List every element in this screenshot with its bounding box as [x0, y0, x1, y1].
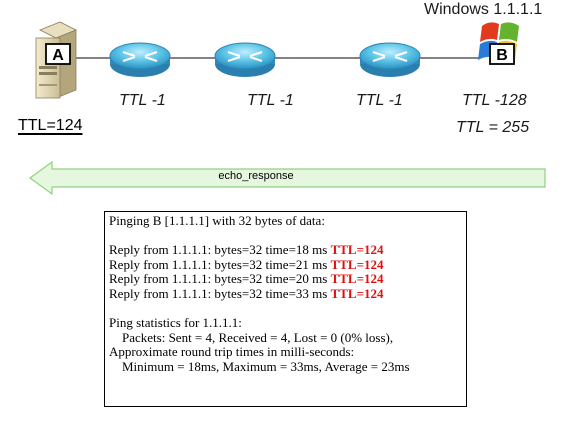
router-icon [359, 42, 421, 78]
ping-output-panel: Pinging B [1.1.1.1] with 32 bytes of dat… [104, 211, 467, 407]
reply-line: Reply from 1.1.1.1: bytes=32 time=33 ms … [109, 285, 462, 302]
reply-line: Reply from 1.1.1.1: bytes=32 time=21 ms … [109, 256, 462, 273]
host-b-letter: B [496, 47, 508, 64]
rtt-values-line: Minimum = 18ms, Maximum = 33ms, Average … [109, 358, 410, 374]
echo-response-arrow [28, 160, 546, 196]
reply-ttl: TTL=124 [330, 256, 384, 272]
host-a-letter-box: A [45, 43, 71, 65]
host-a-letter: A [52, 47, 64, 64]
reply-text: Reply from 1.1.1.1: bytes=32 time=20 ms [109, 271, 331, 287]
stats-header-line: Ping statistics for 1.1.1.1: [109, 315, 242, 331]
rtt-header-line: Approximate round trip times in milli-se… [109, 344, 355, 360]
reply-ttl: TTL=124 [330, 242, 384, 258]
reply-ttl: TTL=124 [330, 271, 384, 287]
reply-line: Reply from 1.1.1.1: bytes=32 time=20 ms … [109, 272, 462, 287]
host-b-initial-ttl-label: TTL = 255 [456, 119, 530, 136]
host-b-title: Windows 1.1.1.1 [424, 1, 543, 18]
packets-line: Packets: Sent = 4, Received = 4, Lost = … [109, 329, 394, 345]
reply-text: Reply from 1.1.1.1: bytes=32 time=33 ms [109, 285, 331, 301]
ping-header-line: Pinging B [1.1.1.1] with 32 bytes of dat… [109, 213, 325, 228]
router-icon [214, 42, 276, 78]
router-2-hop-label: TTL -1 [247, 92, 294, 109]
reply-text: Reply from 1.1.1.1: bytes=32 time=21 ms [109, 256, 331, 272]
host-b-hop-label: TTL -128 [462, 92, 527, 109]
router-3-hop-label: TTL -1 [356, 92, 403, 109]
router-icon [109, 42, 171, 78]
router-1-hop-label: TTL -1 [119, 92, 166, 109]
reply-text: Reply from 1.1.1.1: bytes=32 time=18 ms [109, 242, 331, 258]
host-b-letter-box: B [489, 43, 515, 65]
echo-response-label: echo_response [218, 170, 294, 182]
host-a-ttl-label: TTL=124 [18, 117, 83, 134]
reply-line: Reply from 1.1.1.1: bytes=32 time=18 ms … [109, 242, 462, 258]
reply-ttl: TTL=124 [330, 285, 384, 301]
